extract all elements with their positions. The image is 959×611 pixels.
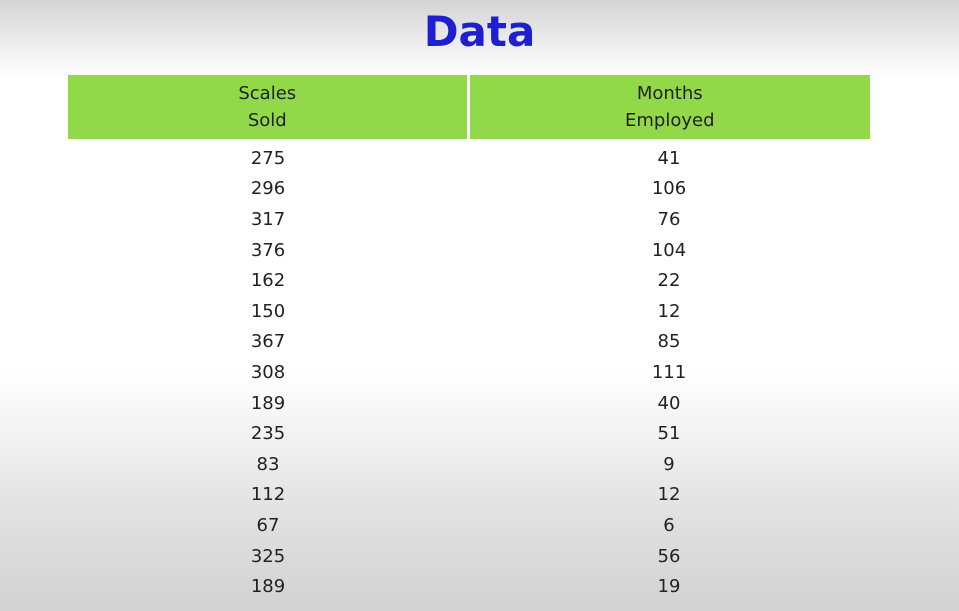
cell-months-employed: 12 bbox=[657, 484, 681, 506]
cell-scales-sold: 317 bbox=[250, 208, 286, 230]
cell-scales-sold: 189 bbox=[250, 576, 286, 598]
cell-scales-sold: 150 bbox=[250, 300, 286, 322]
cell-scales-sold: 112 bbox=[250, 484, 286, 506]
table-row: 150 12 bbox=[68, 296, 870, 327]
column-header-line: Scales bbox=[238, 83, 297, 104]
cell-scales-sold: 67 bbox=[256, 514, 280, 536]
cell-scales-sold: 275 bbox=[250, 147, 286, 169]
column-header-line: Months bbox=[636, 83, 703, 104]
cell-scales-sold: 83 bbox=[256, 453, 280, 475]
table-row: 296 106 bbox=[68, 174, 870, 205]
table-row: 235 51 bbox=[68, 418, 870, 449]
cell-months-employed: 111 bbox=[651, 361, 687, 383]
column-header-scales-sold: Scales Sold bbox=[68, 75, 470, 139]
cell-months-employed: 9 bbox=[663, 453, 675, 475]
table-row: 67 6 bbox=[68, 510, 870, 541]
cell-months-employed: 106 bbox=[651, 178, 687, 200]
cell-scales-sold: 308 bbox=[250, 361, 286, 383]
cell-months-employed: 12 bbox=[657, 300, 681, 322]
cell-months-employed: 41 bbox=[657, 147, 681, 169]
cell-months-employed: 19 bbox=[657, 576, 681, 598]
table-row: 308 111 bbox=[68, 357, 870, 388]
table-row: 83 9 bbox=[68, 449, 870, 480]
table-row: 325 56 bbox=[68, 541, 870, 572]
table-row: 189 19 bbox=[68, 571, 870, 602]
table-row: 317 76 bbox=[68, 204, 870, 235]
cell-months-employed: 40 bbox=[657, 392, 681, 414]
cell-months-employed: 104 bbox=[651, 239, 687, 261]
cell-scales-sold: 189 bbox=[250, 392, 286, 414]
cell-months-employed: 22 bbox=[657, 270, 681, 292]
cell-scales-sold: 376 bbox=[250, 239, 286, 261]
cell-scales-sold: 235 bbox=[250, 423, 286, 445]
column-header-months-employed: Months Employed bbox=[468, 75, 870, 139]
cell-months-employed: 76 bbox=[657, 208, 681, 230]
data-table: Scales Sold Months Employed 275 41 296 106 3… bbox=[68, 75, 870, 602]
cell-scales-sold: 162 bbox=[250, 270, 286, 292]
table-row: 367 85 bbox=[68, 327, 870, 358]
table-row: 112 12 bbox=[68, 480, 870, 511]
slide-title: Data bbox=[423, 7, 536, 56]
table-row: 376 104 bbox=[68, 235, 870, 266]
column-header-line: Sold bbox=[247, 110, 287, 131]
column-header-line: Employed bbox=[625, 110, 715, 131]
table-header-row: Scales Sold Months Employed bbox=[68, 75, 870, 139]
cell-months-employed: 6 bbox=[663, 514, 675, 536]
table-body: 275 41 296 106 317 76 376 104 162 22 150 12 367 85 308… bbox=[68, 139, 870, 602]
cell-scales-sold: 296 bbox=[250, 178, 286, 200]
table-row: 189 40 bbox=[68, 388, 870, 419]
cell-scales-sold: 367 bbox=[250, 331, 286, 353]
table-row: 162 22 bbox=[68, 265, 870, 296]
cell-months-employed: 51 bbox=[657, 423, 681, 445]
table-row: 275 41 bbox=[68, 139, 870, 174]
cell-months-employed: 56 bbox=[657, 545, 681, 567]
cell-months-employed: 85 bbox=[657, 331, 681, 353]
cell-scales-sold: 325 bbox=[250, 545, 286, 567]
